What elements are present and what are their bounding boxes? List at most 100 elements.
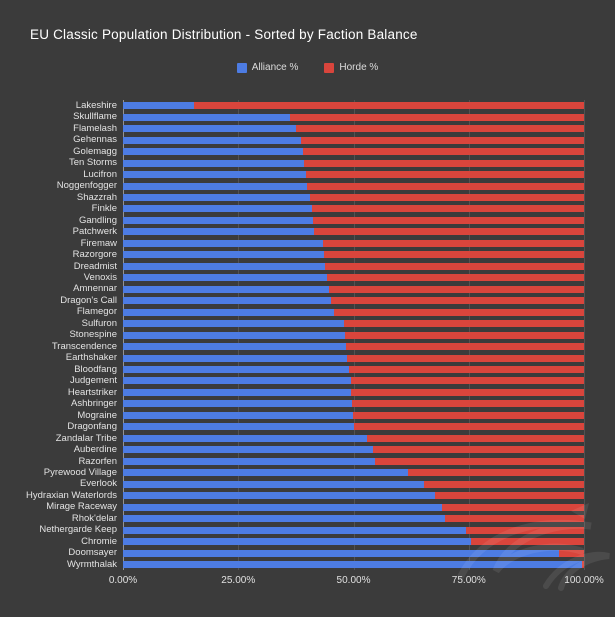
horde-bar-segment[interactable] xyxy=(346,354,584,362)
alliance-bar-segment[interactable] xyxy=(123,228,314,236)
horde-bar-segment[interactable] xyxy=(304,159,584,167)
chart-row: Zandalar Tribe xyxy=(0,433,584,444)
row-label: Mirage Raceway xyxy=(46,501,117,513)
horde-bar-segment[interactable] xyxy=(301,136,584,144)
horde-bar-segment[interactable] xyxy=(312,205,584,213)
horde-bar-segment[interactable] xyxy=(331,297,584,305)
alliance-bar-segment[interactable] xyxy=(123,469,408,477)
horde-bar-segment[interactable] xyxy=(354,423,584,431)
horde-bar-segment[interactable] xyxy=(345,343,584,351)
bar-track xyxy=(123,377,584,385)
horde-bar-segment[interactable] xyxy=(471,538,584,546)
bar-track xyxy=(123,113,584,121)
horde-bar-segment[interactable] xyxy=(351,388,584,396)
horde-bar-segment[interactable] xyxy=(307,182,584,190)
row-label: Hydraxian Waterlords xyxy=(26,489,117,501)
alliance-bar-segment[interactable] xyxy=(123,216,314,224)
alliance-bar-segment[interactable] xyxy=(123,308,334,316)
chart-row: Sulfuron xyxy=(0,318,584,329)
alliance-bar-segment[interactable] xyxy=(123,480,424,488)
alliance-bar-segment[interactable] xyxy=(123,159,305,167)
horde-bar-segment[interactable] xyxy=(323,239,584,247)
horde-bar-segment[interactable] xyxy=(324,251,584,259)
chart-row: Razorgore xyxy=(0,249,584,260)
horde-bar-segment[interactable] xyxy=(329,285,584,293)
alliance-bar-segment[interactable] xyxy=(123,136,302,144)
alliance-bar-segment[interactable] xyxy=(123,125,297,133)
row-label: Noggenfogger xyxy=(56,180,117,192)
horde-bar-segment[interactable] xyxy=(353,411,584,419)
alliance-bar-segment[interactable] xyxy=(123,388,352,396)
alliance-bar-segment[interactable] xyxy=(123,434,368,442)
alliance-bar-segment[interactable] xyxy=(123,411,354,419)
horde-bar-segment[interactable] xyxy=(372,446,584,454)
alliance-bar-segment[interactable] xyxy=(123,239,324,247)
chart-row: Hydraxian Waterlords xyxy=(0,490,584,501)
horde-bar-segment[interactable] xyxy=(352,400,584,408)
row-label: Firemaw xyxy=(80,237,117,249)
alliance-bar-segment[interactable] xyxy=(123,331,346,339)
alliance-bar-segment[interactable] xyxy=(123,503,443,511)
horde-bar-segment[interactable] xyxy=(313,216,584,224)
alliance-bar-segment[interactable] xyxy=(123,182,308,190)
horde-bar-segment[interactable] xyxy=(465,526,584,534)
alliance-bar-segment[interactable] xyxy=(123,400,353,408)
alliance-bar-segment[interactable] xyxy=(123,343,346,351)
horde-bar-segment[interactable] xyxy=(442,503,584,511)
alliance-bar-segment[interactable] xyxy=(123,297,332,305)
horde-bar-segment[interactable] xyxy=(423,480,584,488)
alliance-bar-segment[interactable] xyxy=(123,549,560,557)
alliance-bar-segment[interactable] xyxy=(123,366,349,374)
horde-bar-segment[interactable] xyxy=(302,148,584,156)
horde-bar-segment[interactable] xyxy=(350,377,584,385)
alliance-bar-segment[interactable] xyxy=(123,354,347,362)
alliance-bar-segment[interactable] xyxy=(123,205,312,213)
alliance-bar-segment[interactable] xyxy=(123,285,330,293)
bar-track xyxy=(123,560,584,568)
horde-bar-segment[interactable] xyxy=(344,320,584,328)
horde-bar-segment[interactable] xyxy=(559,549,584,557)
horde-bar-segment[interactable] xyxy=(333,308,584,316)
horde-bar-segment[interactable] xyxy=(193,102,584,110)
x-tick-label: 0.00% xyxy=(108,575,138,586)
alliance-bar-segment[interactable] xyxy=(123,515,446,523)
alliance-bar-segment[interactable] xyxy=(123,320,345,328)
horde-bar-segment[interactable] xyxy=(582,560,584,568)
alliance-bar-segment[interactable] xyxy=(123,560,583,568)
bar-track xyxy=(123,320,584,328)
alliance-bar-segment[interactable] xyxy=(123,171,306,179)
alliance-bar-segment[interactable] xyxy=(123,423,355,431)
horde-bar-segment[interactable] xyxy=(296,125,584,133)
horde-bar-segment[interactable] xyxy=(325,262,584,270)
alliance-bar-segment[interactable] xyxy=(123,457,375,465)
horde-bar-segment[interactable] xyxy=(326,274,584,282)
alliance-bar-segment[interactable] xyxy=(123,148,303,156)
alliance-bar-segment[interactable] xyxy=(123,274,327,282)
horde-bar-segment[interactable] xyxy=(407,469,584,477)
horde-bar-segment[interactable] xyxy=(313,228,584,236)
row-label: Dreadmist xyxy=(73,260,117,272)
alliance-bar-segment[interactable] xyxy=(123,492,436,500)
horde-bar-segment[interactable] xyxy=(435,492,584,500)
horde-bar-segment[interactable] xyxy=(348,366,584,374)
horde-bar-segment[interactable] xyxy=(445,515,584,523)
alliance-bar-segment[interactable] xyxy=(123,377,351,385)
alliance-bar-segment[interactable] xyxy=(123,446,373,454)
horde-bar-segment[interactable] xyxy=(345,331,584,339)
horde-bar-segment[interactable] xyxy=(290,113,584,121)
bar-track xyxy=(123,274,584,282)
alliance-bar-segment[interactable] xyxy=(123,262,326,270)
alliance-bar-segment[interactable] xyxy=(123,251,325,259)
alliance-bar-segment[interactable] xyxy=(123,538,472,546)
horde-bar-segment[interactable] xyxy=(309,193,584,201)
alliance-bar-segment[interactable] xyxy=(123,193,310,201)
alliance-bar-segment[interactable] xyxy=(123,526,466,534)
chart-row: Shazzrah xyxy=(0,192,584,203)
horde-bar-segment[interactable] xyxy=(367,434,584,442)
row-label: Earthshaker xyxy=(65,352,117,364)
alliance-bar-segment[interactable] xyxy=(123,113,291,121)
horde-bar-segment[interactable] xyxy=(305,171,584,179)
horde-bar-segment[interactable] xyxy=(374,457,584,465)
chart-row: Gehennas xyxy=(0,134,584,145)
alliance-bar-segment[interactable] xyxy=(123,102,194,110)
